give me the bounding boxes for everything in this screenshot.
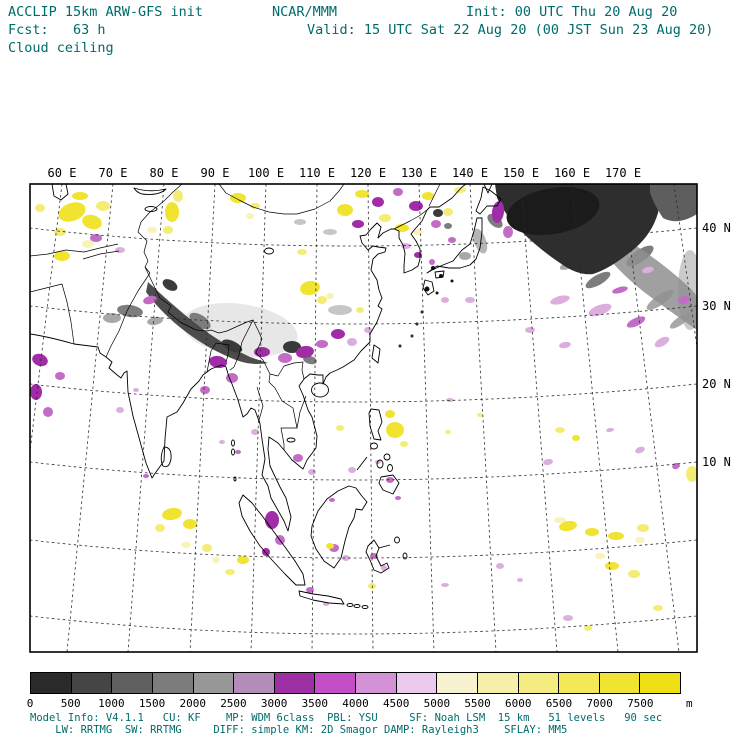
colorbar-tick-label: 1500: [138, 697, 166, 710]
org-label: NCAR/MMM: [272, 4, 338, 20]
colorbar-cell: [314, 672, 356, 694]
lon-label: 70 E: [98, 166, 128, 180]
valid-time: Valid: 15 UTC Sat 22 Aug 20 (00 JST Sun …: [307, 22, 714, 38]
colorbar-cell: [598, 672, 641, 694]
colorbar-cell: [233, 672, 275, 694]
colorbar-cell: [151, 672, 194, 694]
colorbar-tick-label: 5000: [423, 697, 451, 710]
colorbar-cell: [517, 672, 560, 694]
colorbar-cell: [436, 672, 478, 694]
colorbar-cell: [395, 672, 438, 694]
colorbar-cell: [30, 672, 72, 694]
lat-label: 30 N: [702, 299, 731, 313]
colorbar-tick-label: 4000: [342, 697, 369, 710]
colorbar: [30, 672, 681, 694]
lon-label: 130 E: [400, 166, 438, 180]
init-time: Init: 00 UTC Thu 20 Aug 20: [466, 4, 678, 20]
colorbar-tick-label: 4500: [382, 697, 410, 710]
coastlines: [30, 184, 502, 609]
lon-label: 100 E: [247, 166, 285, 180]
lon-label: 110 E: [298, 166, 336, 180]
country-borders: [30, 184, 441, 450]
colorbar-tick-label: 6000: [505, 697, 532, 710]
colorbar-tick-label: 2500: [220, 697, 247, 710]
colorbar-tick-label: 5500: [464, 697, 491, 710]
model-info-line2: LW: RRTMG SW: RRTMG DIFF: simple KM: 2D …: [30, 724, 568, 736]
lon-label: 150 E: [502, 166, 540, 180]
colorbar-tick-label: 500: [60, 697, 81, 710]
lat-label: 10 N: [702, 455, 731, 469]
colorbar-cell: [70, 672, 113, 694]
lon-label: 160 E: [553, 166, 591, 180]
graticule: [30, 184, 697, 652]
map-frame: [29, 183, 698, 653]
colorbar-tick-label: 6500: [545, 697, 573, 710]
colorbar-tick-label: 0: [26, 697, 34, 710]
colorbar-cell: [558, 672, 600, 694]
colorbar-cell: [476, 672, 519, 694]
colorbar-tick-label: 7500: [627, 697, 654, 710]
colorbar-tick-label: 1000: [98, 697, 125, 710]
colorbar-cell: [111, 672, 153, 694]
lon-label: 170 E: [604, 166, 642, 180]
model-info-line1: Model Info: V4.1.1 CU: KF MP: WDM 6class…: [30, 712, 663, 724]
colorbar-cell: [355, 672, 397, 694]
lon-label: 60 E: [47, 166, 77, 180]
lon-label: 90 E: [200, 166, 230, 180]
colorbar-tick-label: 2000: [179, 697, 207, 710]
forecast-hour: Fcst: 63 h: [8, 22, 106, 38]
colorbar-tick-label: 3500: [301, 697, 329, 710]
colorbar-cell: [192, 672, 235, 694]
colorbar-unit: m: [686, 697, 693, 710]
lat-label: 20 N: [702, 377, 731, 391]
field-name: Cloud ceiling: [8, 40, 114, 56]
colorbar-tick-label: 3000: [260, 697, 288, 710]
lat-label: 40 N: [702, 221, 731, 235]
colorbar-tick-label: 7000: [586, 697, 613, 710]
colorbar-cell: [273, 672, 316, 694]
colorbar-cell: [639, 672, 681, 694]
lon-label: 120 E: [349, 166, 387, 180]
lon-label: 140 E: [451, 166, 489, 180]
model-title: ACCLIP 15km ARW-GFS init: [8, 4, 204, 20]
lon-label: 80 E: [149, 166, 179, 180]
